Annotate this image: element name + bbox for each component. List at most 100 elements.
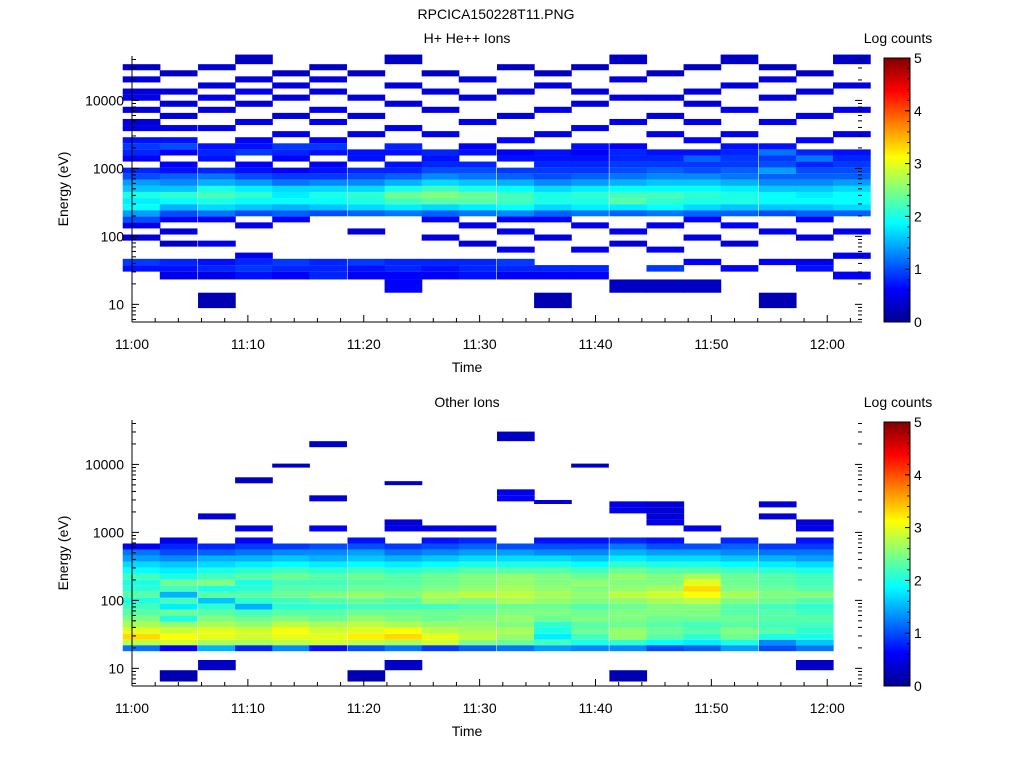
heatmap-cell [122, 603, 161, 610]
heatmap-cell [497, 210, 535, 217]
heatmap-cell [347, 131, 386, 138]
heatmap-cell [571, 639, 609, 646]
heatmap-cell [235, 645, 273, 652]
heatmap-cell [347, 210, 386, 217]
heatmap-cell [384, 609, 423, 616]
heatmap-cell [571, 543, 609, 550]
heatmap-cell [384, 645, 423, 652]
heatmap-cell [309, 543, 347, 550]
heatmap-cell [347, 585, 386, 592]
x-tick-label: 11:20 [347, 336, 381, 352]
heatmap-cell [758, 573, 797, 580]
heatmap-cell [198, 216, 236, 223]
heatmap-cell [122, 106, 161, 113]
heatmap-cell [609, 609, 648, 616]
heatmap-cell [833, 210, 871, 217]
heatmap-cell [683, 179, 722, 186]
heatmap-cell [609, 627, 648, 634]
heatmap-cell [122, 198, 161, 205]
heatmap-cell [198, 549, 236, 556]
heatmap-cell [122, 76, 161, 83]
x-tick-label: 11:10 [231, 336, 265, 352]
heatmap-cell [272, 210, 310, 217]
heatmap-cell [421, 106, 460, 113]
heatmap-cell [646, 265, 685, 272]
heatmap-cell [159, 591, 198, 598]
heatmap-cell [384, 161, 423, 168]
heatmap-cell [309, 271, 347, 280]
heatmap-cell [198, 660, 236, 671]
heatmap-cell [159, 70, 198, 77]
heatmap-cell [720, 567, 759, 574]
heatmap-cell [609, 507, 648, 514]
heatmap-cell [384, 615, 423, 622]
heatmap-cell [309, 210, 347, 217]
heatmap-cell [646, 246, 685, 253]
heatmap-cell [609, 621, 648, 628]
heatmap-cell [347, 639, 386, 646]
heatmap-cell [159, 615, 198, 622]
heatmap-cell [683, 161, 722, 168]
heatmap-cell [758, 155, 797, 162]
heatmap-cell [347, 198, 386, 205]
heatmap-cell [347, 579, 386, 586]
heatmap-cell [458, 185, 497, 192]
heatmap-cell [609, 161, 648, 168]
heatmap-cell [758, 585, 797, 592]
colorbar-title: Log counts [864, 30, 933, 46]
heatmap-cell [646, 639, 685, 646]
heatmap-cell [609, 54, 648, 65]
heatmap-cell [159, 198, 198, 205]
heatmap-cell [571, 627, 609, 634]
heatmap-cell [609, 555, 648, 562]
heatmap-cell [309, 441, 347, 448]
heatmap-cell [198, 603, 236, 610]
heatmap-cell [272, 149, 310, 156]
heatmap-cell [384, 167, 423, 174]
heatmap-cell [159, 561, 198, 568]
heatmap-cell [347, 265, 386, 272]
heatmap-cell [646, 573, 685, 580]
heatmap-cell [421, 621, 460, 628]
heatmap-cell [534, 185, 572, 192]
heatmap-cell [421, 191, 460, 199]
heatmap-cell [272, 82, 310, 89]
heatmap-cell [534, 106, 572, 113]
heatmap-cell [235, 555, 273, 562]
heatmap-cell [758, 543, 797, 550]
heatmap-cell [272, 603, 310, 610]
heatmap-cell [309, 549, 347, 556]
heatmap-cell [122, 125, 161, 132]
heatmap-cell [534, 573, 572, 580]
heatmap-cell [384, 627, 423, 634]
heatmap-cell [497, 88, 535, 95]
heatmap-cell [235, 639, 273, 646]
heatmap-cell [235, 191, 273, 199]
heatmap-cell [235, 609, 273, 616]
heatmap-cell [309, 185, 347, 192]
heatmap-cell [421, 265, 460, 272]
heatmap-cell [571, 645, 609, 652]
heatmap-cell [795, 555, 834, 562]
heatmap-cell [609, 639, 648, 646]
heatmap-cell [795, 88, 834, 95]
x-tick-label: 11:30 [463, 336, 497, 352]
heatmap-cell [497, 204, 535, 211]
heatmap-cell [198, 125, 236, 132]
heatmap-cell [646, 173, 685, 180]
heatmap-cell [458, 143, 497, 150]
heatmap-cell [758, 555, 797, 562]
heatmap-cell [198, 645, 236, 652]
heatmap-cell [458, 258, 497, 266]
y-tick-label: 10 [108, 296, 124, 312]
heatmap-cell [795, 216, 834, 223]
colorbar-tick-label: 3 [914, 520, 922, 536]
heatmap-cell [198, 561, 236, 568]
heatmap-cell [534, 645, 572, 652]
heatmap-cell [347, 537, 386, 544]
heatmap-cell [609, 603, 648, 610]
heatmap-cell [384, 597, 423, 604]
heatmap-cell [795, 567, 834, 574]
heatmap-cell [122, 265, 161, 272]
